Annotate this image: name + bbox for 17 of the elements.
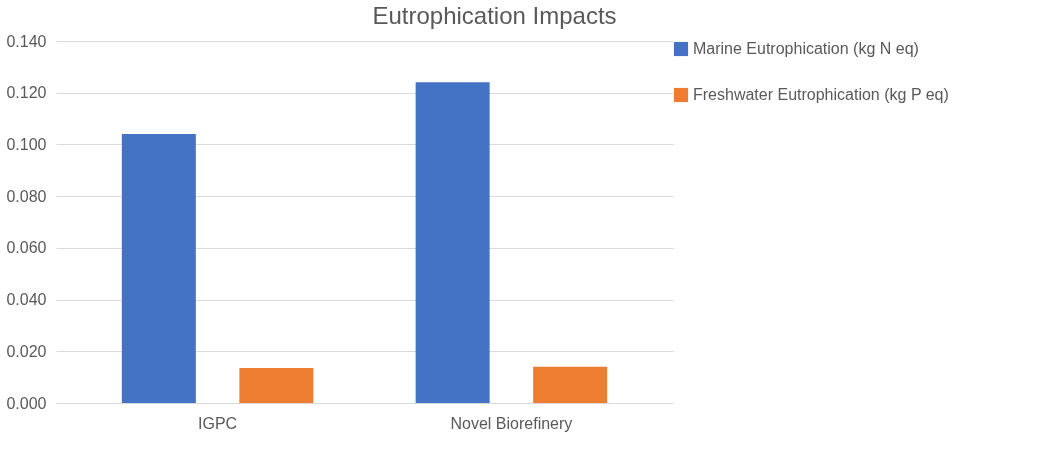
y-tick-label: 0.040 xyxy=(6,291,47,309)
bar xyxy=(415,82,490,403)
y-tick-label: 0.060 xyxy=(6,239,47,257)
bar xyxy=(533,366,608,403)
legend-label: Freshwater Eutrophication (kg P eq) xyxy=(693,86,949,103)
legend-label: Marine Eutrophication (kg N eq) xyxy=(693,40,919,57)
bar xyxy=(121,134,196,403)
y-tick-label: 0.140 xyxy=(6,32,47,50)
y-tick-label: 0.100 xyxy=(6,135,47,153)
y-tick-label: 0.120 xyxy=(6,84,47,102)
x-tick-label: Novel Biorefinery xyxy=(450,414,573,432)
y-tick-label: 0.080 xyxy=(6,187,47,205)
y-tick-label: 0.020 xyxy=(6,342,47,360)
bar xyxy=(239,368,314,403)
chart-title: Eutrophication Impacts xyxy=(372,2,617,29)
y-tick-label: 0.000 xyxy=(6,394,47,412)
x-tick-label: IGPC xyxy=(198,414,238,432)
